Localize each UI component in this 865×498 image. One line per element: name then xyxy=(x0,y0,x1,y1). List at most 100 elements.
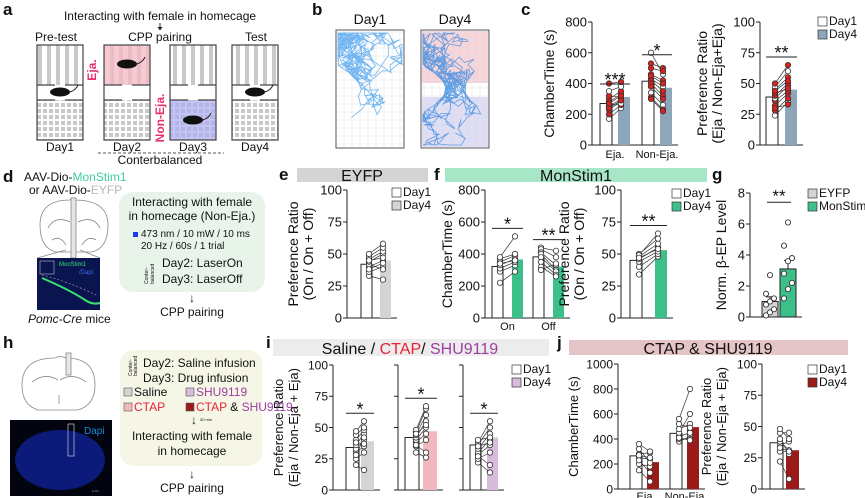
panel-a-schematic: Interacting with female in homecage Pre-… xyxy=(35,9,279,167)
legend-swatch xyxy=(391,187,402,198)
x-category-label: Non-Eja xyxy=(665,491,706,498)
y-tick-label: 75 xyxy=(602,215,616,230)
bar-day4 xyxy=(380,260,391,318)
panel-label-a: a xyxy=(3,0,13,19)
y-tick-label: 200 xyxy=(565,107,587,122)
cage-striped-chamber xyxy=(232,45,278,85)
data-point xyxy=(762,301,770,308)
paired-line xyxy=(678,388,691,420)
data-point xyxy=(686,385,694,393)
y-tick-label: 0 xyxy=(748,138,755,153)
data-point xyxy=(784,61,792,69)
data-point xyxy=(474,443,482,450)
brain-section-outline xyxy=(21,352,96,411)
data-point xyxy=(511,257,519,264)
y-tick-label: 8 xyxy=(738,186,745,201)
paired-line xyxy=(638,256,659,275)
cage-divider xyxy=(232,84,278,101)
h-day2: Day2: Saline infusion xyxy=(143,356,256,370)
f-banner-text: MonStim1 xyxy=(540,168,612,185)
mouse-icon xyxy=(183,115,203,125)
chart-i1: 0 25 50 75 100 Preference Ratio (Eja / Non-Eja… xyxy=(271,358,380,497)
data-point xyxy=(635,445,643,453)
aav2-prefix: or AAV-Dio- xyxy=(29,183,91,197)
data-point xyxy=(647,95,655,102)
panel-label-j: j xyxy=(556,333,562,352)
a-eja-label: Eja. xyxy=(85,59,99,80)
day4-trajectory xyxy=(421,32,482,146)
data-point xyxy=(771,87,779,94)
data-point xyxy=(474,453,482,460)
data-point xyxy=(486,424,494,431)
y-tick-label: 800 xyxy=(565,15,587,30)
y-axis-label: Preference Ratio xyxy=(699,378,714,476)
data-point xyxy=(486,449,494,456)
b-day1: Day1 xyxy=(354,11,387,27)
data-point xyxy=(776,425,784,433)
cage-grid-chamber xyxy=(232,100,278,140)
x-category-label: On xyxy=(500,321,515,333)
y-axis-label: Preference Ratio xyxy=(271,379,286,477)
data-point xyxy=(780,242,788,249)
mouse-tail xyxy=(264,84,274,93)
data-point xyxy=(762,290,770,297)
y-axis-label-2: (Eja / Non-Eja+Eja) xyxy=(709,23,725,143)
d-protocol-box xyxy=(119,192,265,292)
y-tick-label: 400 xyxy=(593,432,613,446)
h-box-line2: in homecage xyxy=(158,444,227,458)
panel-label-g: g xyxy=(712,165,722,184)
legend-swatch xyxy=(671,201,682,212)
data-point xyxy=(617,78,625,86)
y-tick-label: 0 xyxy=(335,311,342,326)
data-point xyxy=(352,451,360,459)
data-point xyxy=(412,441,420,449)
data-point xyxy=(635,457,643,464)
panel-d-schematic: AAV-Dio-MonStim1 or AAV-Dio-EYFP MonStim… xyxy=(24,170,265,326)
histo-blue-label: /Dapi xyxy=(79,270,93,276)
y-tick-label: 75 xyxy=(315,390,329,404)
cage xyxy=(36,44,84,141)
y-tick-label: 25 xyxy=(602,279,616,294)
data-point xyxy=(412,449,420,456)
legend-label: Saline xyxy=(134,385,168,399)
y-tick-label: 0 xyxy=(750,482,757,496)
x-category-label: Eja xyxy=(637,491,654,498)
cage-divider xyxy=(170,84,216,101)
data-point xyxy=(675,434,683,441)
panel-h-schematic: Dapi 1 cm Conter- balanced Day2: Saline … xyxy=(10,350,293,496)
data-point xyxy=(654,230,662,237)
e-banner-text: EYFP xyxy=(341,168,383,185)
y-axis-label: Preference Ratio xyxy=(694,31,710,136)
y-tick-label: 75 xyxy=(328,215,342,230)
data-point xyxy=(635,254,643,261)
a-test: Test xyxy=(245,30,268,44)
y-tick-label: 75 xyxy=(741,45,755,60)
y-tick-label: 4 xyxy=(738,248,745,263)
legend-label: Day4 xyxy=(523,375,551,389)
data-point xyxy=(635,452,643,459)
data-point xyxy=(422,436,430,444)
legend-swatch xyxy=(185,387,195,397)
y-tick-label: 0 xyxy=(580,138,587,153)
y-tick-label: 50 xyxy=(328,247,342,262)
y-tick-label: 100 xyxy=(308,358,328,372)
data-point xyxy=(659,80,667,87)
laser-icon xyxy=(133,232,138,237)
legend-swatch xyxy=(185,402,195,412)
legend-swatch xyxy=(123,387,133,397)
panel-label-i: i xyxy=(266,333,271,352)
data-point xyxy=(675,425,683,433)
y-axis-label: ChamberTime (s) xyxy=(566,376,581,477)
data-point xyxy=(617,92,625,99)
data-point xyxy=(365,266,373,273)
data-point xyxy=(635,271,643,278)
y-tick-label: 1000 xyxy=(586,357,613,371)
d-aav2: or AAV-Dio-EYFP xyxy=(29,183,122,197)
data-point xyxy=(771,105,779,112)
aav1-prefix: AAV-Dio- xyxy=(24,170,72,184)
cage-divider xyxy=(104,84,150,101)
cage-striped-chamber xyxy=(37,45,83,85)
legend-swatch xyxy=(807,364,818,375)
